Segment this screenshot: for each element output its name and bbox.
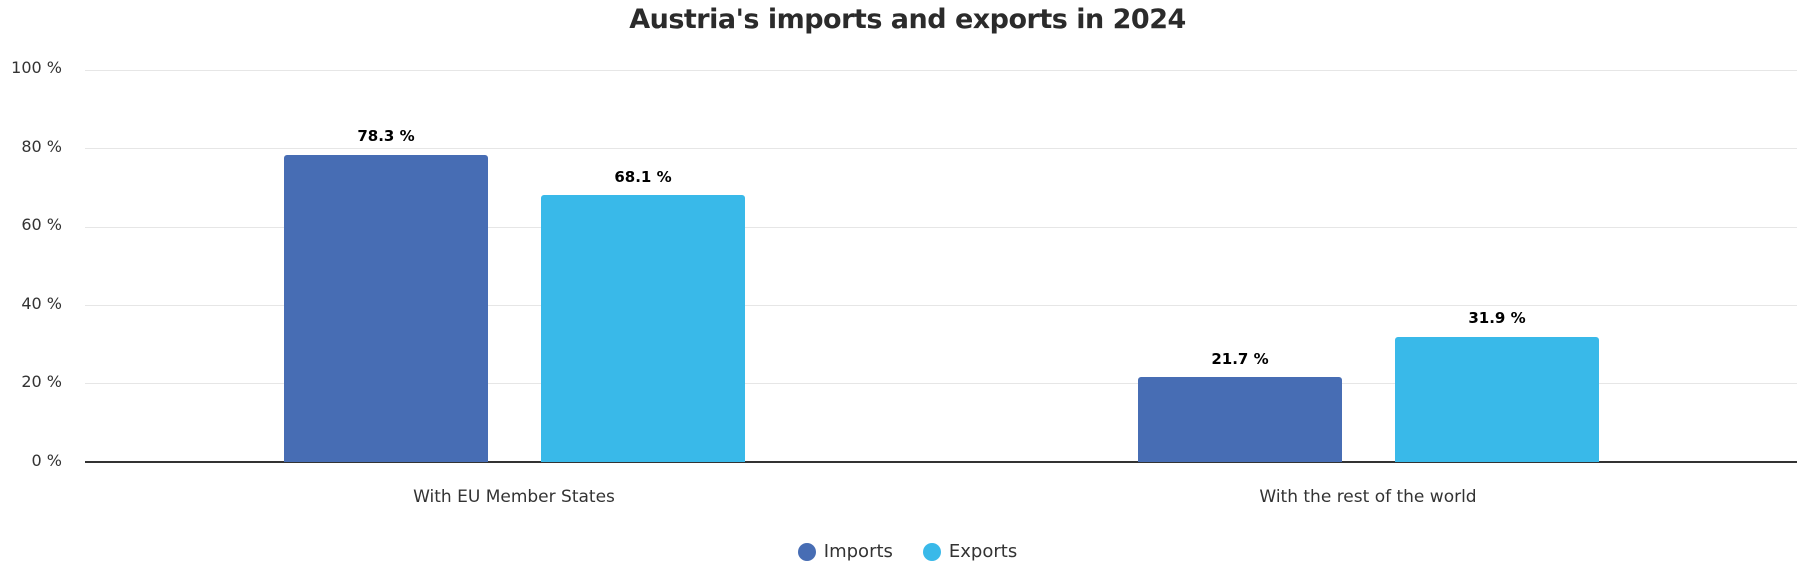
legend-item-exports[interactable]: Exports xyxy=(922,541,1018,562)
bar-imports-world[interactable] xyxy=(1138,377,1342,462)
legend-label-imports: Imports xyxy=(823,541,893,562)
x-axis-line xyxy=(85,461,1797,463)
gridline-80 xyxy=(85,148,1797,149)
gridline-100 xyxy=(85,70,1797,71)
bar-exports-eu[interactable] xyxy=(541,195,745,462)
data-label-exports-world: 31.9 % xyxy=(1468,309,1526,327)
legend: Imports Exports xyxy=(0,541,1815,562)
gridline-40 xyxy=(85,305,1797,306)
legend-label-exports: Exports xyxy=(948,541,1018,562)
x-tick-eu: With EU Member States xyxy=(413,487,615,507)
gridline-60 xyxy=(85,227,1797,228)
bar-imports-eu[interactable] xyxy=(284,155,488,462)
legend-marker-exports-icon xyxy=(922,542,941,561)
bar-exports-world[interactable] xyxy=(1395,337,1599,462)
x-tick-world: With the rest of the world xyxy=(1259,487,1477,507)
y-tick-60: 60 % xyxy=(21,215,62,234)
y-tick-0: 0 % xyxy=(31,451,62,470)
chart-title: Austria's imports and exports in 2024 xyxy=(629,4,1186,35)
y-tick-40: 40 % xyxy=(21,294,62,313)
data-label-exports-eu: 68.1 % xyxy=(614,168,672,186)
data-label-imports-eu: 78.3 % xyxy=(357,127,415,145)
data-label-imports-world: 21.7 % xyxy=(1211,350,1269,368)
legend-marker-imports-icon xyxy=(797,542,816,561)
y-tick-20: 20 % xyxy=(21,372,62,391)
y-tick-80: 80 % xyxy=(21,137,62,156)
gridline-20 xyxy=(85,383,1797,384)
legend-item-imports[interactable]: Imports xyxy=(797,541,893,562)
y-tick-100: 100 % xyxy=(11,58,62,77)
